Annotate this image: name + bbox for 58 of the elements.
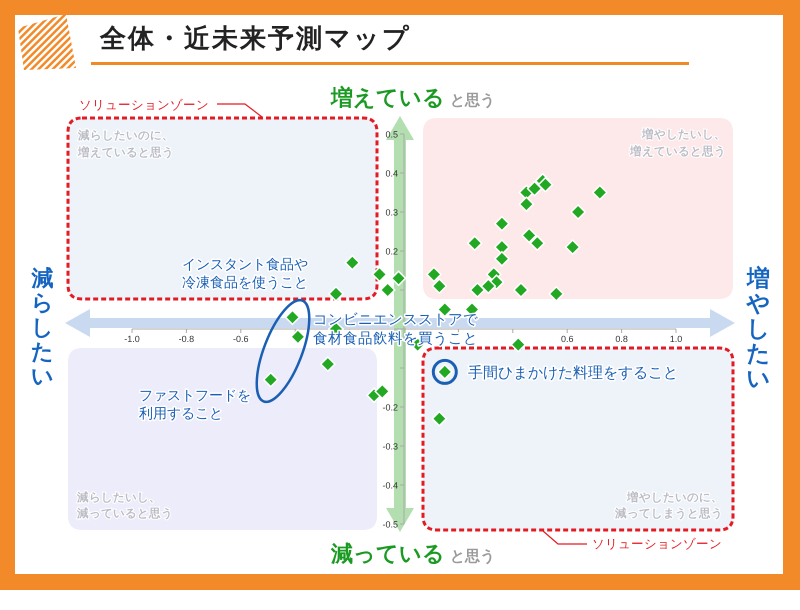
text: と思う — [450, 92, 495, 109]
annotation: 手間ひまかけた料理をすること — [468, 364, 678, 382]
point — [494, 216, 510, 232]
y-tick-label: -0.3 — [382, 442, 398, 452]
point — [521, 228, 537, 244]
point — [510, 336, 526, 352]
y-tick-label: 0.5 — [385, 130, 398, 140]
y-tick-label: 0.3 — [385, 208, 398, 218]
point — [284, 310, 300, 326]
annotation: コンビニエンスストアで食材食品飲料を買うこと — [313, 312, 479, 347]
point — [548, 286, 564, 302]
y-tick-label: 0.2 — [385, 246, 398, 256]
point — [390, 270, 406, 286]
x-tick-label: -1.0 — [124, 334, 140, 344]
point — [470, 282, 486, 298]
text: ソリューションゾーン — [592, 537, 722, 551]
text: ソリューションゾーン — [79, 98, 209, 112]
chart-title: 全体・近未来予測マップ — [99, 23, 411, 53]
x-tick-label: -0.8 — [178, 334, 194, 344]
x-tick-label: 0.6 — [560, 334, 574, 344]
x-tick-label: 0.8 — [615, 334, 628, 344]
point — [538, 176, 554, 192]
point — [494, 251, 510, 267]
point — [372, 266, 388, 282]
annotation: インスタント食品や冷凍食品を使うこと — [182, 256, 308, 290]
text: 増えている — [330, 85, 445, 110]
point — [432, 410, 448, 426]
annotation: 増やしたいし、増えていると思う — [629, 127, 726, 158]
point — [480, 278, 496, 294]
point — [426, 266, 442, 282]
point — [518, 196, 534, 212]
point — [432, 278, 448, 294]
point — [570, 204, 586, 220]
text: と思う — [450, 548, 495, 565]
point — [513, 282, 529, 298]
y-tick-label: -0.5 — [382, 520, 398, 530]
text: 増やしたい — [746, 265, 770, 392]
x-tick-label: -0.6 — [233, 334, 249, 344]
point — [328, 286, 344, 302]
point — [564, 239, 580, 255]
text: 減っている — [330, 541, 445, 566]
point — [466, 235, 482, 251]
point — [494, 239, 510, 255]
point — [380, 282, 396, 298]
y-tick-label: -0.4 — [382, 480, 398, 490]
point — [320, 356, 336, 372]
point — [530, 235, 546, 251]
x-tick-label: 1.0 — [670, 334, 682, 344]
y-tick-label: -0.2 — [382, 402, 398, 412]
text: 減らしたい — [30, 266, 54, 389]
point — [592, 184, 608, 200]
point — [262, 372, 278, 388]
point — [290, 329, 306, 345]
point — [374, 384, 390, 400]
annotation: ファストフードを利用すること — [139, 387, 251, 421]
y-tick-label: 0.4 — [385, 168, 398, 178]
point — [526, 180, 542, 196]
point — [344, 254, 360, 270]
